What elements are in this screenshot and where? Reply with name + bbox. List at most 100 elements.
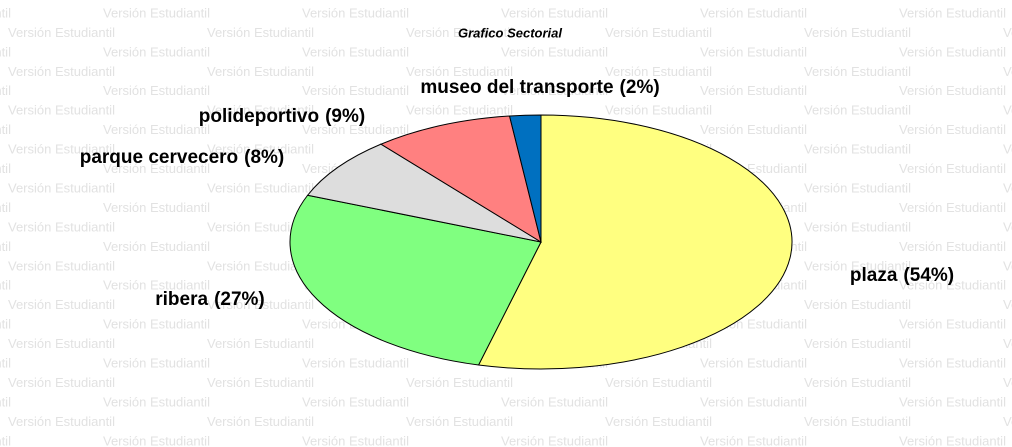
watermark-text: Versión Estudiantil: [103, 433, 210, 447]
watermark-text: Versión Estudiantil: [605, 25, 712, 40]
watermark-text: Versión Estudiantil: [804, 64, 911, 79]
watermark-text: Versión Estudiantil: [207, 336, 314, 351]
slice-value: (27%): [214, 289, 265, 310]
watermark-text: Versión Estudiantil: [1003, 103, 1012, 118]
watermark-text: Versión Estudiantil: [103, 5, 210, 20]
slice-value: (9%): [325, 106, 365, 127]
watermark-text: Versión Estudiantil: [501, 433, 608, 447]
watermark-text: Versión Estudiantil: [501, 44, 608, 59]
watermark-text: Versión Estudiantil: [700, 83, 807, 98]
watermark-text: Versión Estudiantil: [103, 122, 210, 137]
watermark-text: Versión Estudiantil: [302, 122, 409, 137]
slice-category: parque cervecero: [80, 147, 238, 168]
watermark-text: Versión Estudiantil: [700, 394, 807, 409]
watermark-text: Versión Estudiantil: [302, 356, 409, 371]
watermark-text: Versión Estudiantil: [1003, 297, 1012, 312]
watermark-text: Versión Estudiantil: [8, 336, 115, 351]
watermark-text: Versión Estudiantil: [0, 278, 11, 293]
watermark-text: Versión Estudiantil: [0, 122, 11, 137]
watermark-text: Versión Estudiantil: [302, 83, 409, 98]
watermark-text: Versión Estudiantil: [804, 180, 911, 195]
watermark-text: Versión Estudiantil: [700, 44, 807, 59]
watermark-text: Versión Estudiantil: [605, 414, 712, 429]
slice-value: (2%): [620, 77, 660, 98]
watermark-text: Versión Estudiantil: [302, 433, 409, 447]
watermark-text: Versión Estudiantil: [207, 297, 314, 312]
watermark-text: Versión Estudiantil: [0, 5, 11, 20]
watermark-text: Versión Estudiantil: [8, 414, 115, 429]
watermark-text: Versión Estudiantil: [605, 64, 712, 79]
watermark-text: Versión Estudiantil: [207, 375, 314, 390]
watermark-text: Versión Estudiantil: [8, 297, 115, 312]
watermark-text: Versión Estudiantil: [0, 239, 11, 254]
watermark-text: Versión Estudiantil: [0, 161, 11, 176]
pie-slice: [379, 115, 542, 244]
watermark-text: Versión Estudiantil: [804, 258, 911, 273]
slice-value: (8%): [244, 147, 284, 168]
watermark-text: Versión Estudiantil: [899, 44, 1006, 59]
watermark-text: Versión Estudiantil: [103, 83, 210, 98]
watermark-text: Versión Estudiantil: [899, 83, 1006, 98]
watermark-text: Versión Estudiantil: [605, 103, 712, 118]
slice-label: ribera (27%): [155, 289, 265, 310]
watermark-text: Versión Estudiantil: [103, 317, 210, 332]
watermark-text: Versión Estudiantil: [406, 103, 513, 118]
watermark-text: Versión Estudiantil: [8, 103, 115, 118]
watermark-text: Versión Estudiantil: [1003, 142, 1012, 157]
watermark-text: Versión Estudiantil: [302, 5, 409, 20]
watermark-text: Versión Estudiantil: [1003, 336, 1012, 351]
slice-category: plaza: [850, 265, 898, 286]
pie-slice: [289, 194, 542, 366]
watermark-text: Versión Estudiantil: [207, 103, 314, 118]
watermark-text: Versión Estudiantil: [899, 278, 1006, 293]
watermark-text: Versión Estudiantil: [8, 142, 115, 157]
watermark-text: Versión Estudiantil: [406, 375, 513, 390]
slice-label: museo del transporte (2%): [420, 77, 659, 98]
watermark-text: Versión Estudiantil: [0, 394, 11, 409]
watermark-text: Versión Estudiantil: [103, 278, 210, 293]
watermark-text: Versión Estudiantil: [103, 394, 210, 409]
watermark-text: Versión Estudiantil: [804, 297, 911, 312]
watermark-text: Versión Estudiantil: [406, 414, 513, 429]
watermark-text: Versión Estudiantil: [605, 375, 712, 390]
watermark-text: Versión Estudiantil: [0, 356, 11, 371]
slice-category: museo del transporte: [420, 77, 613, 98]
slice-category: ribera: [155, 289, 208, 310]
watermark-text: Versión Estudiantil: [207, 219, 314, 234]
watermark-text: Versión Estudiantil: [302, 44, 409, 59]
slice-value: (54%): [903, 265, 954, 286]
watermark-text: Versión Estudiantil: [103, 44, 210, 59]
watermark-text: Versión Estudiantil: [899, 239, 1006, 254]
watermark-text: Versión Estudiantil: [899, 200, 1006, 215]
watermark-text: Versión Estudiantil: [1003, 414, 1012, 429]
watermark-text: Versión Estudiantil: [8, 258, 115, 273]
watermark-text: Versión Estudiantil: [899, 356, 1006, 371]
watermark-text: Versión Estudiantil: [804, 414, 911, 429]
watermark-text: Versión Estudiantil: [207, 258, 314, 273]
watermark-text: Versión Estudiantil: [1003, 64, 1012, 79]
watermark-text: Versión Estudiantil: [804, 25, 911, 40]
watermark-text: Versión Estudiantil: [1003, 375, 1012, 390]
watermark-text: Versión Estudiantil: [1003, 180, 1012, 195]
watermark-text: Versión Estudiantil: [804, 219, 911, 234]
watermark-text: Versión Estudiantil: [8, 25, 115, 40]
watermark-text: Versión Estudiantil: [207, 25, 314, 40]
watermark-text: Versión Estudiantil: [804, 103, 911, 118]
watermark-text: Versión Estudiantil: [501, 83, 608, 98]
watermark-text: Versión Estudiantil: [8, 219, 115, 234]
watermark-text: Versión Estudiantil: [406, 64, 513, 79]
watermark-text: Versión Estudiantil: [899, 122, 1006, 137]
watermark-text: Versión Estudiantil: [103, 161, 210, 176]
chart-title: Grafico Sectorial: [458, 25, 562, 40]
watermark-text: Versión Estudiantil: [8, 64, 115, 79]
watermark-text: Versión Estudiantil: [207, 64, 314, 79]
watermark-text: Versión Estudiantil: [207, 142, 314, 157]
watermark-text: Versión Estudiantil: [899, 433, 1006, 447]
watermark-text: Versión Estudiantil: [501, 5, 608, 20]
watermark-text: Versión Estudiantil: [1003, 258, 1012, 273]
watermark-text: Versión Estudiantil: [700, 356, 807, 371]
watermark-text: Versión Estudiantil: [0, 200, 11, 215]
watermark-text: Versión Estudiantil: [899, 394, 1006, 409]
watermark-text: Versión Estudiantil: [804, 375, 911, 390]
